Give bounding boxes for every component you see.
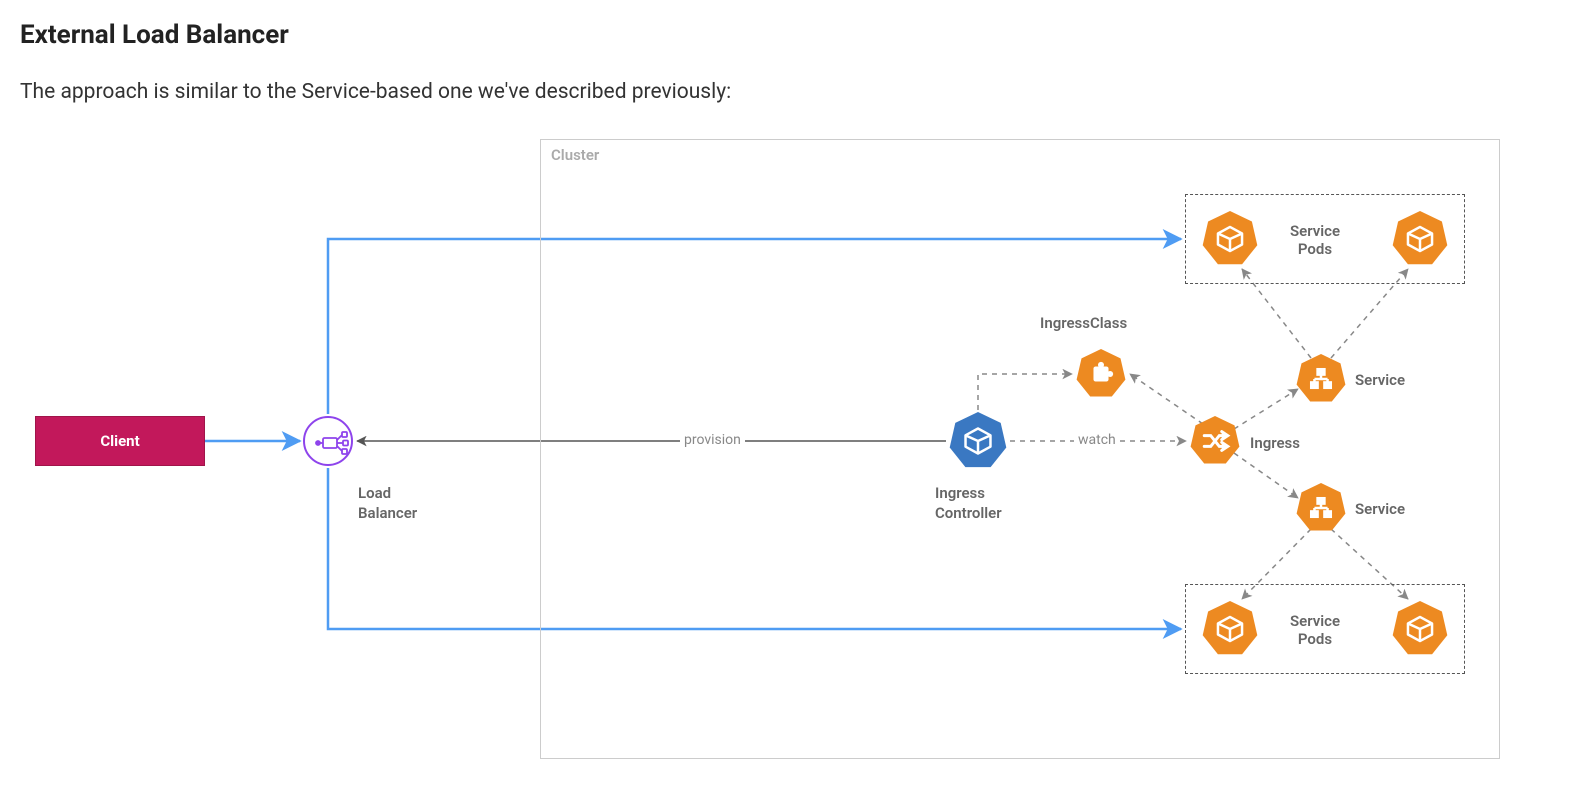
ingress-class-node-label: IngressClass [1040, 314, 1127, 334]
cluster-label: Cluster [551, 146, 599, 164]
page-subtitle: The approach is similar to the Service-b… [20, 80, 1552, 104]
page-title: External Load Balancer [20, 20, 1552, 50]
pod-top-left [1202, 211, 1258, 267]
service-pods-box-bottom-label: ServicePods [1280, 612, 1350, 648]
pod-bottom-left [1202, 601, 1258, 657]
client-node: Client [35, 416, 205, 466]
ingress-controller-node [949, 412, 1007, 470]
ingress-class-node [1076, 349, 1126, 399]
service-bottom-node [1296, 483, 1346, 533]
architecture-diagram: Cluster ServicePods ServicePods Client Load… [20, 134, 1520, 774]
service-top-node [1296, 354, 1346, 404]
watch-edge-label: watch [1074, 432, 1120, 448]
service-bottom-node-label: Service [1355, 500, 1405, 520]
load-balancer-icon [303, 416, 353, 466]
load-balancer-label: LoadBalancer [358, 484, 417, 523]
service-pods-box-top-label: ServicePods [1280, 222, 1350, 258]
pod-top-right [1392, 211, 1448, 267]
pod-bottom-right [1392, 601, 1448, 657]
ingress-controller-node-label: IngressController [935, 484, 1002, 523]
ingress-node [1190, 416, 1240, 466]
provision-edge-label: provision [680, 432, 745, 448]
ingress-node-label: Ingress [1250, 434, 1300, 454]
service-top-node-label: Service [1355, 371, 1405, 391]
